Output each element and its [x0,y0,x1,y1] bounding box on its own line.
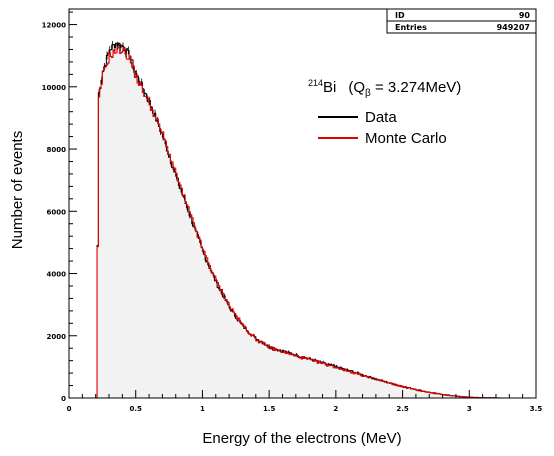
stats-entries-value: 949207 [497,23,530,32]
x-tick-label: 2 [333,405,338,413]
x-axis-title: Energy of the electrons (MeV) [202,430,401,447]
legend-title-isotope: Bi [323,79,336,96]
plot-frame [68,8,537,399]
y-tick-label: 6000 [47,208,67,216]
x-axis: 0 0.5 1 1.5 2 2.5 3 3.5 [67,390,543,413]
y-tick-label: 12000 [42,22,66,30]
x-tick-label: 1.5 [263,405,276,413]
stats-entries-label: Entries [395,23,427,32]
legend-label-mc: Monte Carlo [365,130,447,147]
legend-title-q: (Q [348,79,365,96]
y-axis-title: Number of events [9,131,26,249]
y-axis: 0 2000 4000 6000 8000 10000 12000 [42,11,77,403]
legend-title-q-sub: β [365,88,371,99]
series-monte-carlo-line [95,46,506,399]
x-tick-label: 2.5 [396,405,409,413]
y-tick-label: 0 [61,395,66,403]
series-group [95,40,506,399]
y-tick-label: 4000 [47,271,67,279]
y-tick-label: 8000 [47,146,67,154]
stats-id-value: 90 [519,11,531,20]
x-tick-label: 3 [467,405,472,413]
y-tick-label: 10000 [42,84,66,92]
y-tick-label: 2000 [47,333,67,341]
x-tick-label: 0 [67,405,72,413]
legend-title: 214Bi (Qβ = 3.274MeV) [308,78,461,99]
legend-title-q-value: = 3.274MeV) [371,79,461,96]
x-tick-label: 1 [200,405,205,413]
stats-id-label: ID [395,11,405,20]
legend: 214Bi (Qβ = 3.274MeV) Data Monte Carlo [308,78,461,147]
stats-box: ID 90 Entries 949207 [386,8,537,34]
histogram-fill [95,43,506,398]
legend-title-isotope-number: 214 [308,78,323,88]
x-tick-label: 0.5 [130,405,143,413]
legend-label-data: Data [365,109,397,126]
x-tick-label: 3.5 [530,405,543,413]
